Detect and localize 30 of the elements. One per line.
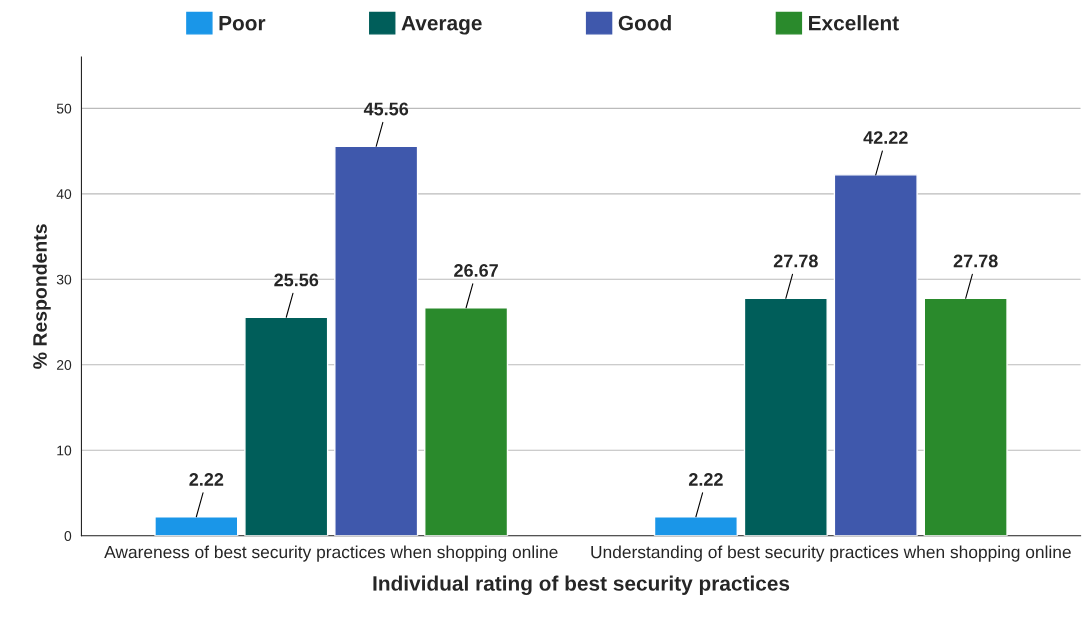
bar	[334, 145, 419, 536]
bar	[653, 516, 738, 536]
bar	[923, 297, 1008, 536]
data-label: 2.22	[688, 473, 723, 486]
y-tick-label: 0	[64, 531, 72, 541]
data-label: 25.56	[274, 273, 319, 287]
legend-label: Average	[401, 15, 482, 35]
data-label: 27.78	[773, 254, 818, 268]
data-label: 42.22	[863, 131, 908, 144]
y-tick-label: 30	[56, 274, 72, 285]
y-axis-title: % Respondents	[32, 224, 51, 369]
bar	[154, 516, 239, 536]
legend-label: Excellent	[809, 15, 899, 31]
x-axis-title: Individual rating of best security practices	[373, 575, 790, 596]
data-label: 27.78	[953, 254, 998, 268]
y-tick-label: 20	[56, 360, 72, 370]
bar	[833, 174, 918, 536]
data-label: 2.22	[189, 473, 224, 486]
legend-label: Poor	[219, 15, 266, 31]
x-tick-label: Understanding of best security practices when shopping online	[591, 545, 1071, 562]
bar	[244, 316, 329, 536]
y-tick-label: 50	[56, 103, 72, 114]
legend-label: Good	[618, 15, 671, 31]
data-label: 45.56	[363, 102, 409, 116]
y-tick-label: 10	[57, 445, 72, 456]
y-tick-label: 40	[56, 189, 72, 199]
data-label: 26.67	[454, 264, 498, 277]
x-tick-label: Awareness of best security practices when shopping online	[104, 545, 558, 562]
bar	[743, 297, 828, 536]
bar	[424, 307, 509, 536]
